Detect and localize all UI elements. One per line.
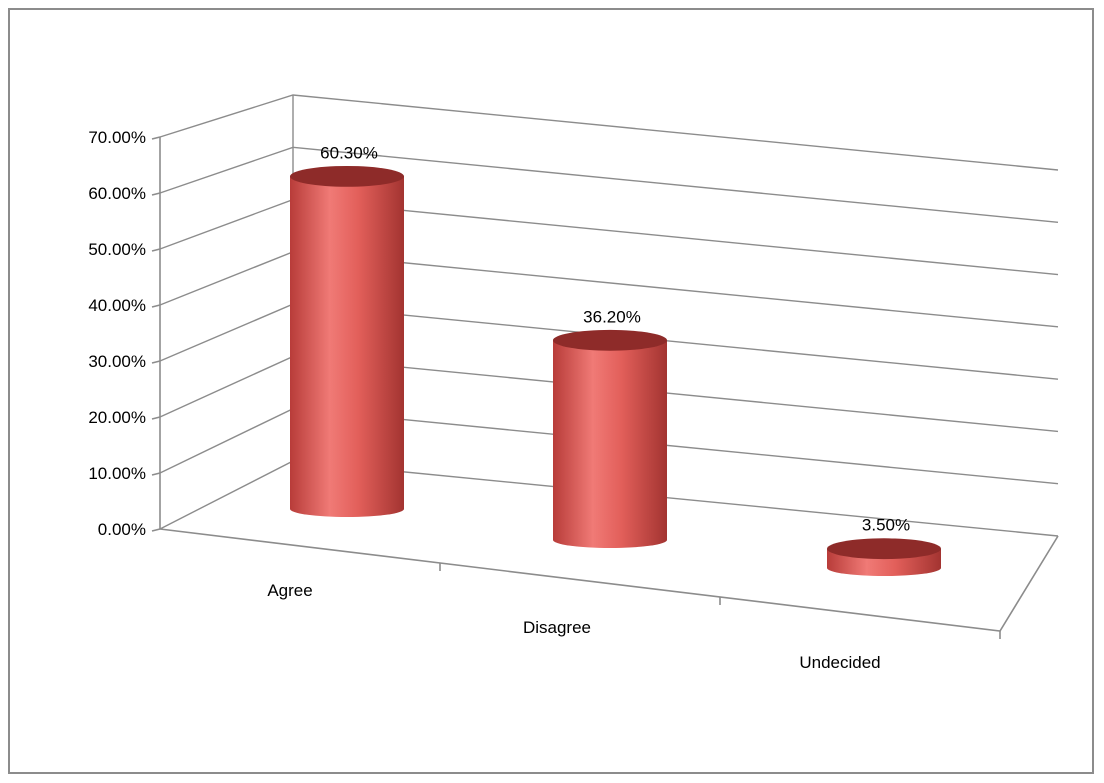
y-tick-mark xyxy=(151,472,161,476)
y-tick-label: 0.00% xyxy=(98,520,146,539)
y-tick-label: 30.00% xyxy=(88,352,146,371)
y-tick-mark xyxy=(151,192,161,196)
y-tick-mark xyxy=(151,416,161,420)
y-tick-mark xyxy=(151,248,161,252)
bar-agree xyxy=(290,165,404,517)
bar-undecided xyxy=(827,538,941,576)
bar-top xyxy=(553,329,667,351)
data-label: 36.20% xyxy=(583,307,641,326)
bar-body xyxy=(290,176,404,517)
gridline xyxy=(159,94,1059,171)
chart-frame xyxy=(8,8,1094,774)
y-tick-labels: 0.00% 10.00% 20.00% 30.00% 40.00% 50.00% 60.00… xyxy=(88,128,146,539)
bars xyxy=(290,165,941,576)
y-tick-label: 10.00% xyxy=(88,464,146,483)
y-tick-mark xyxy=(151,528,161,532)
bar-body xyxy=(553,340,667,548)
category-label: Disagree xyxy=(523,618,591,637)
y-tick-label: 40.00% xyxy=(88,296,146,315)
category-labels: Agree Disagree Undecided xyxy=(267,581,880,672)
y-tick-mark xyxy=(151,360,161,364)
bar-top xyxy=(827,538,941,560)
y-tick-mark xyxy=(151,304,161,308)
category-label: Undecided xyxy=(799,653,880,672)
data-label: 60.30% xyxy=(320,143,378,162)
bar-disagree xyxy=(553,329,667,548)
data-labels: 60.30% 36.20% 3.50% xyxy=(320,143,910,534)
y-tick-label: 60.00% xyxy=(88,184,146,203)
category-label: Agree xyxy=(267,581,312,600)
bar-top xyxy=(290,165,404,187)
y-tick-mark xyxy=(151,136,161,140)
data-label: 3.50% xyxy=(862,516,910,535)
y-tick-label: 70.00% xyxy=(88,128,146,147)
y-tick-label: 50.00% xyxy=(88,240,146,259)
y-tick-label: 20.00% xyxy=(88,408,146,427)
